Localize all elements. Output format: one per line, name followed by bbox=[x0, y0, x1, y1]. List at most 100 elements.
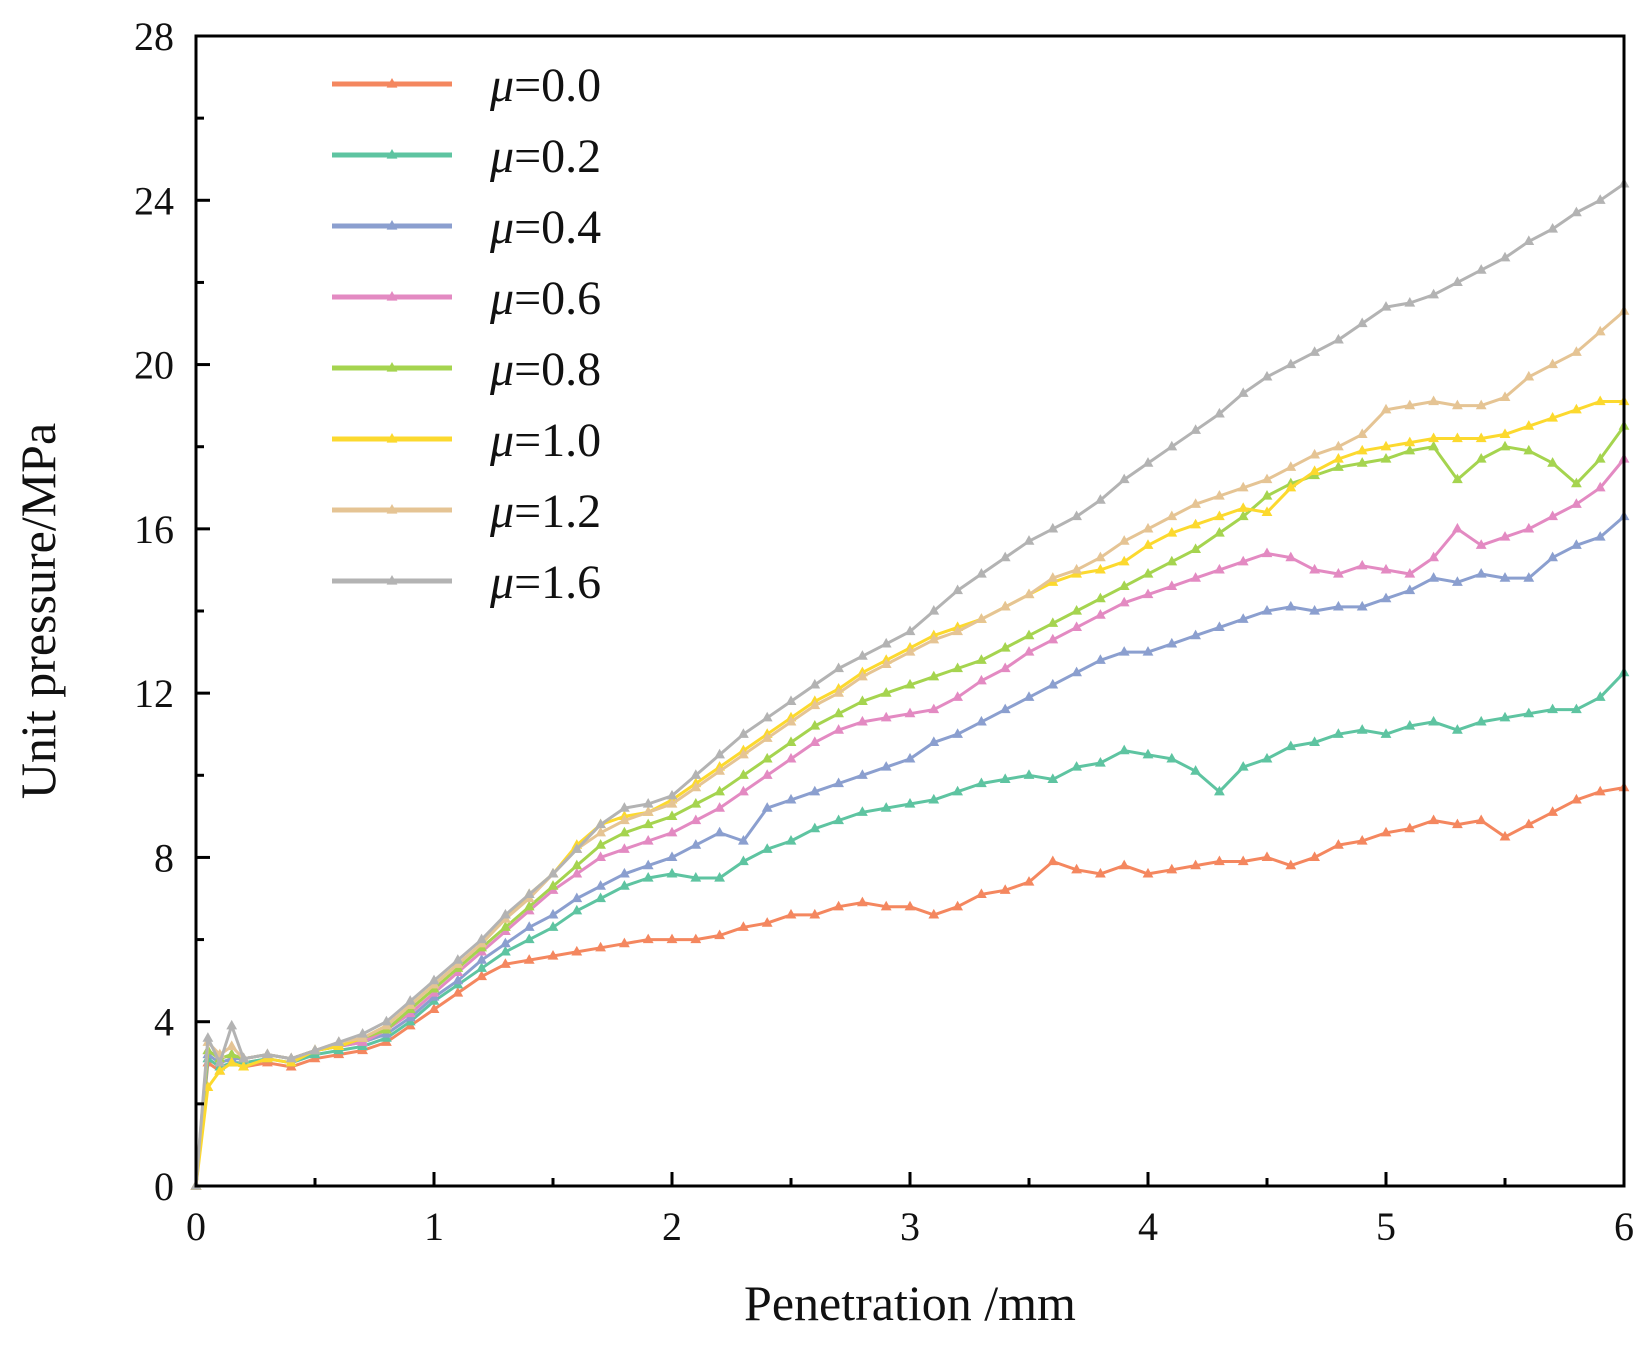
series-point bbox=[1333, 453, 1344, 463]
series-point bbox=[1237, 613, 1249, 623]
series-point bbox=[1404, 399, 1416, 410]
series-point bbox=[999, 600, 1011, 611]
series-point bbox=[1333, 600, 1344, 611]
series-point bbox=[1261, 506, 1273, 517]
series-point bbox=[1333, 333, 1344, 344]
series-point bbox=[642, 798, 654, 808]
series-point bbox=[571, 892, 583, 903]
y-tick-label: 20 bbox=[134, 343, 174, 388]
x-axis-title: Penetration /mm bbox=[744, 1275, 1076, 1331]
series-point bbox=[1047, 773, 1059, 783]
series-point bbox=[714, 785, 725, 796]
x-tick-label: 2 bbox=[662, 1204, 682, 1249]
series-point bbox=[214, 1056, 226, 1067]
series-point bbox=[452, 986, 464, 997]
series-point bbox=[285, 1052, 297, 1063]
series-point bbox=[952, 785, 963, 796]
series-point bbox=[1166, 510, 1178, 521]
series-point bbox=[1095, 867, 1106, 878]
series-point bbox=[1356, 428, 1368, 438]
legend-item: μ=1.6 bbox=[332, 556, 601, 609]
series-point bbox=[761, 711, 773, 722]
series-point bbox=[1309, 563, 1320, 574]
series-point bbox=[1071, 761, 1082, 771]
series-point bbox=[714, 871, 725, 882]
series-point bbox=[904, 646, 916, 656]
series-point bbox=[1285, 551, 1297, 562]
series-point bbox=[1237, 855, 1249, 866]
series-point bbox=[1594, 785, 1606, 796]
series-point bbox=[1475, 264, 1487, 274]
series-point bbox=[1475, 453, 1487, 463]
series-point bbox=[690, 839, 702, 849]
series-point bbox=[523, 933, 535, 944]
series-point bbox=[1237, 555, 1249, 566]
series-point bbox=[1333, 728, 1344, 738]
y-tick-label: 0 bbox=[154, 1164, 174, 1209]
series-point bbox=[809, 736, 821, 747]
series-point bbox=[1404, 436, 1416, 447]
x-tick-label: 6 bbox=[1614, 1204, 1634, 1249]
series-point bbox=[1594, 325, 1606, 336]
series-point bbox=[833, 662, 844, 673]
series-point bbox=[1118, 596, 1130, 607]
series-point bbox=[1499, 572, 1511, 582]
series-point bbox=[857, 769, 868, 779]
series-point bbox=[1428, 395, 1439, 406]
series-point bbox=[1071, 863, 1082, 874]
series-point bbox=[1475, 539, 1487, 549]
series-point bbox=[1190, 572, 1201, 582]
series-point bbox=[761, 732, 773, 742]
series-point bbox=[1190, 543, 1201, 553]
series-point bbox=[476, 933, 487, 944]
series-point bbox=[1428, 288, 1439, 299]
series-point bbox=[1499, 531, 1511, 541]
series-point bbox=[1190, 859, 1201, 870]
series-point bbox=[357, 1028, 368, 1038]
series-point bbox=[500, 945, 511, 956]
series-point bbox=[1404, 296, 1416, 307]
series-point bbox=[642, 871, 654, 882]
series-point bbox=[1285, 859, 1297, 870]
legend-marker bbox=[386, 291, 398, 301]
series-point bbox=[1428, 572, 1439, 582]
legend-item: μ=0.8 bbox=[332, 343, 601, 396]
series-point bbox=[619, 937, 630, 948]
legend-item: μ=0.0 bbox=[332, 59, 601, 112]
series-point bbox=[595, 839, 606, 849]
series-point bbox=[738, 835, 749, 845]
series-point bbox=[1571, 793, 1582, 804]
series-point bbox=[1261, 370, 1273, 381]
series-point bbox=[1261, 473, 1273, 484]
legend-label: μ=0.0 bbox=[489, 59, 601, 112]
legend-marker bbox=[386, 504, 398, 514]
series-point bbox=[1023, 629, 1035, 640]
legend-item: μ=1.2 bbox=[332, 485, 601, 538]
series-point bbox=[833, 777, 844, 788]
series-point bbox=[1404, 584, 1416, 595]
series-point bbox=[1523, 818, 1535, 829]
series-point bbox=[1594, 481, 1606, 492]
legend-label: μ=1.0 bbox=[489, 414, 601, 467]
series-point bbox=[1023, 646, 1035, 656]
series-1 bbox=[190, 666, 1630, 1190]
series-point bbox=[690, 769, 702, 779]
series-point bbox=[523, 921, 535, 931]
series-point bbox=[1594, 531, 1606, 541]
series-point bbox=[1547, 510, 1558, 521]
series-point bbox=[1523, 707, 1535, 718]
series-point bbox=[976, 715, 987, 726]
series-point bbox=[880, 802, 892, 812]
y-tick-label: 8 bbox=[154, 835, 174, 880]
y-tick-label: 12 bbox=[134, 671, 174, 716]
series-point bbox=[1356, 724, 1368, 734]
series-point bbox=[1428, 440, 1439, 451]
series-point bbox=[595, 880, 606, 890]
series-point bbox=[1214, 526, 1225, 537]
series-point bbox=[1380, 403, 1392, 414]
series-point bbox=[1571, 477, 1582, 488]
legend-item: μ=0.6 bbox=[332, 272, 601, 325]
series-point bbox=[833, 707, 844, 718]
series-point bbox=[904, 900, 916, 911]
